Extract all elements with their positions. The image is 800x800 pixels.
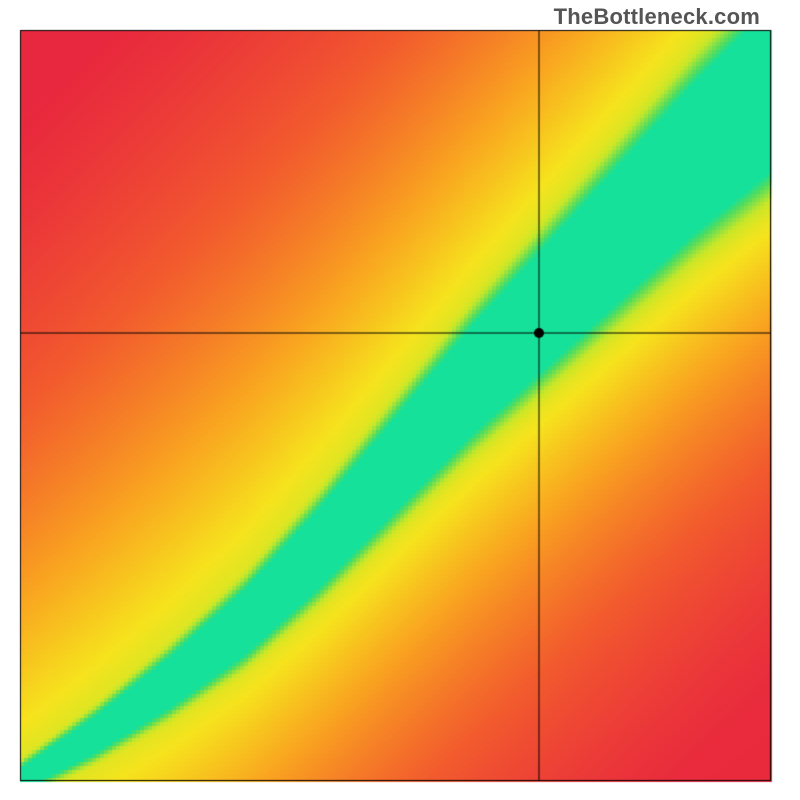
chart-container: TheBottleneck.com — [0, 0, 800, 800]
watermark-text: TheBottleneck.com — [554, 4, 760, 30]
heatmap-canvas — [0, 0, 800, 800]
